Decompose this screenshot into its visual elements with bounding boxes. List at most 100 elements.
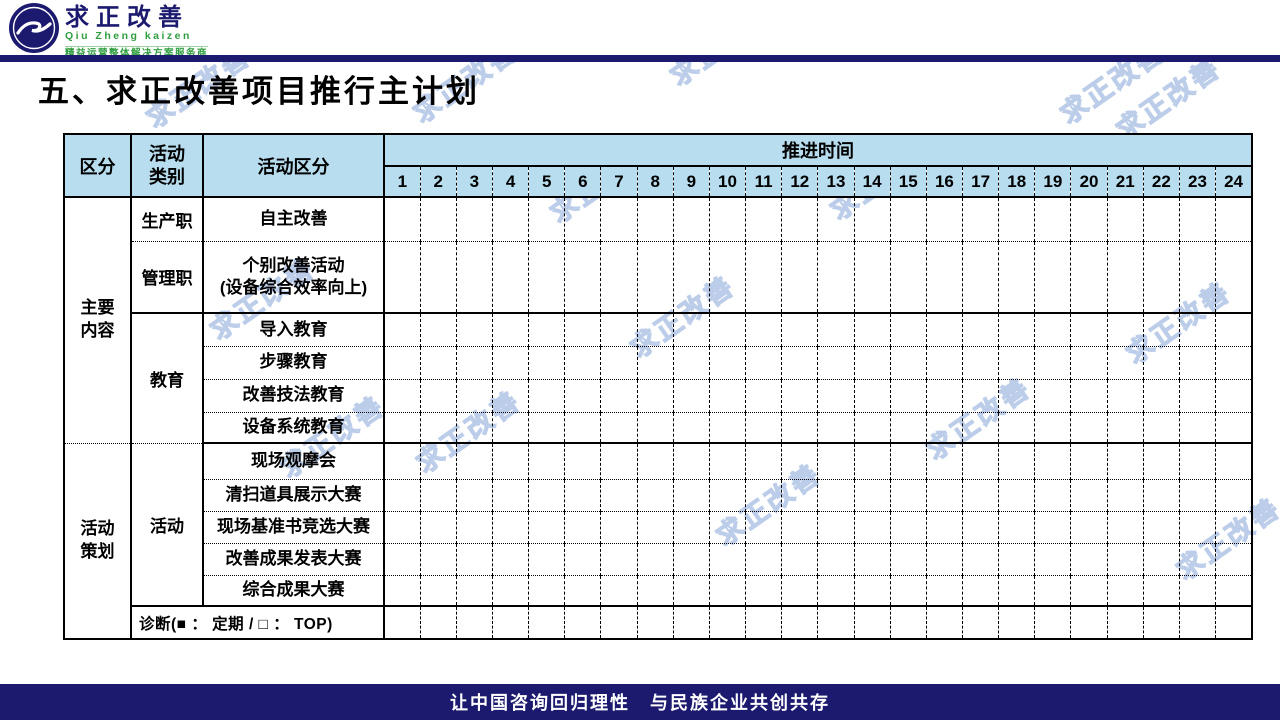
timeline-cell	[925, 574, 963, 606]
table-row: 管理职 个别改善活动 (设备综合效率向上)	[64, 240, 1252, 313]
timeline-cell	[853, 510, 891, 543]
timeline-cell	[817, 378, 855, 412]
timeline-cell	[600, 574, 638, 606]
timeline-cell	[564, 240, 601, 313]
timeline-cell	[817, 411, 855, 443]
timeline-cell	[672, 478, 710, 511]
timeline-cell	[600, 411, 638, 443]
timeline-column-24: 24	[1215, 166, 1252, 198]
timeline-cell	[564, 196, 601, 241]
timeline-cell	[708, 345, 746, 379]
timeline-cell	[636, 442, 674, 479]
timeline-cell	[998, 411, 1035, 443]
group-main-content-line2: 内容	[80, 321, 115, 341]
timeline-column-18: 18	[998, 166, 1035, 198]
timeline-cell	[745, 442, 782, 479]
timeline-cell	[889, 605, 927, 639]
timeline-cell	[889, 442, 927, 479]
timeline-column-9: 9	[672, 166, 710, 198]
timeline-cell	[564, 574, 601, 606]
timeline-cell	[708, 196, 746, 241]
timeline-cell	[745, 478, 782, 511]
timeline-cell	[1034, 378, 1071, 412]
timeline-cell	[1142, 605, 1180, 639]
timeline-cell	[383, 240, 421, 313]
timeline-cell	[419, 411, 457, 443]
timeline-cell	[491, 574, 529, 606]
timeline-cell	[636, 240, 674, 313]
timeline-cell	[998, 378, 1035, 412]
timeline-cell	[491, 196, 529, 241]
timeline-cell	[961, 478, 999, 511]
timeline-cell	[419, 478, 457, 511]
timeline-cell	[491, 605, 529, 639]
timeline-cell	[745, 510, 782, 543]
timeline-cell	[925, 542, 963, 575]
timeline-cell	[419, 196, 457, 241]
timeline-cell	[1034, 442, 1071, 479]
timeline-cell	[961, 442, 999, 479]
timeline-column-22: 22	[1142, 166, 1180, 198]
logo-brand-en: Qiu Zheng kaizen	[65, 30, 192, 42]
timeline-cell	[998, 605, 1035, 639]
timeline-cell	[745, 411, 782, 443]
timeline-cell	[600, 478, 638, 511]
timeline-cell	[1070, 240, 1108, 313]
timeline-cell	[491, 378, 529, 412]
table-row: 活动 策划 活动 现场观摩会	[64, 442, 1252, 639]
timeline-cell	[1178, 574, 1216, 606]
timeline-cell	[528, 378, 565, 412]
header-divider-bar	[0, 55, 1280, 62]
timeline-cell	[419, 510, 457, 543]
company-logo: 求正改善 Qiu Zheng kaizen 精益运营整体解决方案服务商	[8, 2, 209, 59]
timeline-cell	[455, 510, 493, 543]
timeline-cell	[455, 478, 493, 511]
timeline-cell	[961, 378, 999, 412]
timeline-cell	[636, 510, 674, 543]
timeline-column-7: 7	[600, 166, 638, 198]
activity-individual-improvement: 个别改善活动 (设备综合效率向上)	[203, 240, 385, 313]
timeline-cell	[636, 196, 674, 241]
timeline-cell	[1142, 478, 1180, 511]
timeline-column-5: 5	[528, 166, 565, 198]
timeline-cell	[1106, 378, 1144, 412]
timeline-cell	[528, 542, 565, 575]
activity-improvement-result-contest: 改善成果发表大赛	[203, 542, 385, 575]
timeline-cell	[528, 574, 565, 606]
timeline-cell	[1070, 574, 1108, 606]
timeline-cell	[383, 574, 421, 606]
timeline-cell	[1142, 312, 1180, 346]
timeline-cell	[600, 312, 638, 346]
timeline-cell	[1178, 605, 1216, 639]
timeline-cell	[1178, 312, 1216, 346]
timeline-cell	[1178, 442, 1216, 479]
timeline-cell	[998, 345, 1035, 379]
timeline-cell	[528, 196, 565, 241]
timeline-cell	[998, 196, 1035, 241]
timeline-cell	[889, 510, 927, 543]
category-education: 教育	[131, 312, 204, 443]
timeline-number-row: 1 2 3 4 5 6 7 8 9 10 11 12 13 14 15 16 17 18 19 20 21 22 23 24	[64, 166, 1252, 198]
timeline-cell	[491, 478, 529, 511]
timeline-cell	[781, 442, 818, 479]
timeline-cell	[1070, 411, 1108, 443]
category-activities: 活动	[131, 442, 204, 606]
timeline-cell	[889, 478, 927, 511]
timeline-cell	[708, 605, 746, 639]
timeline-cell	[383, 411, 421, 443]
timeline-cell	[781, 411, 818, 443]
timeline-cell	[636, 574, 674, 606]
timeline-cell	[1070, 542, 1108, 575]
timeline-cell	[998, 510, 1035, 543]
logo-brand-cn: 求正改善	[65, 5, 189, 31]
timeline-cell	[817, 240, 855, 313]
timeline-cell	[419, 574, 457, 606]
timeline-cell	[1034, 312, 1071, 346]
timeline-cell	[636, 478, 674, 511]
slide-header: 求正改善 Qiu Zheng kaizen 精益运营整体解决方案服务商	[0, 0, 1280, 58]
timeline-cell	[383, 345, 421, 379]
timeline-cell	[817, 345, 855, 379]
timeline-cell	[1034, 240, 1071, 313]
timeline-cell	[1215, 574, 1252, 606]
timeline-cell	[455, 378, 493, 412]
